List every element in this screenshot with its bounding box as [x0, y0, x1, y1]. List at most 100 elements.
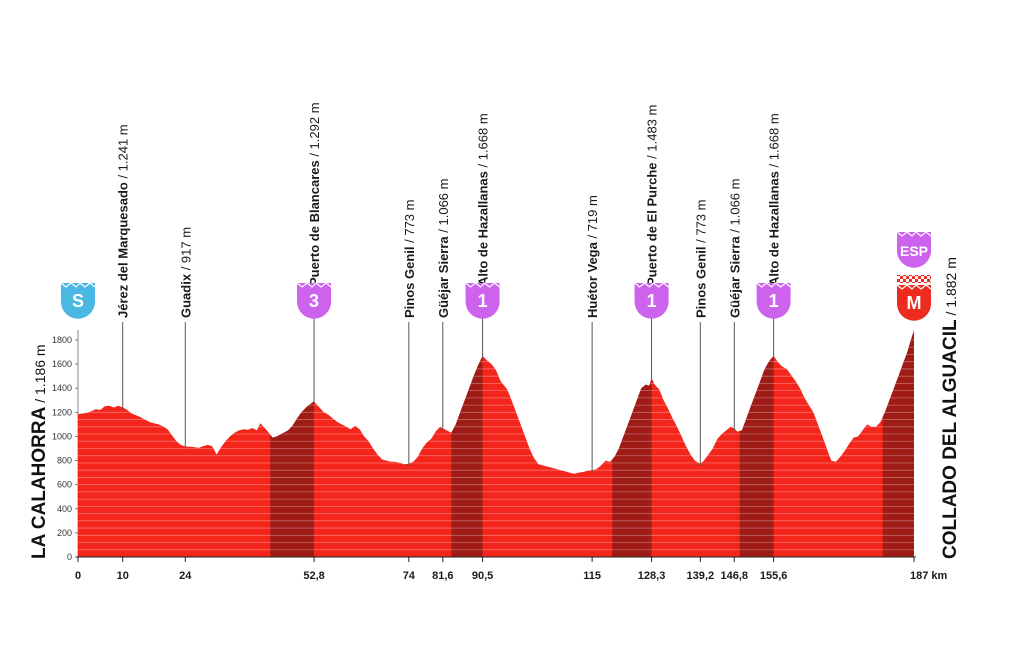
waypoint-altitude: / 773 m — [402, 200, 417, 247]
climb-badge: 3 — [296, 282, 332, 319]
climb-segment — [451, 330, 483, 557]
badge-shape — [465, 283, 500, 319]
start-badge: S — [60, 282, 96, 319]
x-tick-label: 139,2 — [687, 570, 715, 582]
waypoint-label: Alto de Hazallanas / 1.668 m — [476, 113, 491, 286]
waypoint-name: Alto de Hazallanas — [476, 171, 491, 286]
climb-segment — [739, 330, 774, 557]
esp-badge: ESP — [896, 231, 932, 268]
y-tick-label: 1800 — [52, 335, 72, 345]
start-finish: LA CALAHORRA / 1.186 m COLLADO DEL ALGUAC… — [29, 257, 961, 559]
badge-label: 1 — [647, 291, 657, 311]
waypoint-label: Pinos Genil / 773 m — [693, 200, 708, 318]
badge-notch — [296, 282, 332, 288]
x-tick-label: 115 — [583, 570, 601, 582]
badge-label: 1 — [478, 291, 488, 311]
waypoint-altitude: / 1.668 m — [767, 113, 782, 171]
badge-shape — [297, 283, 332, 319]
waypoint-label: Jérez del Marquesado / 1.241 m — [116, 124, 131, 318]
y-axis: 0 200 400 600 800 1000 1200 1400 1600 1800 — [52, 330, 79, 562]
waypoint-label: Güéjar Sierra / 1.066 m — [727, 179, 742, 318]
badge-notch — [465, 282, 500, 288]
waypoint-altitude: / 1.483 m — [645, 105, 660, 163]
x-tick-label: 187 km — [910, 570, 948, 582]
waypoint-name: Jérez del Marquesado — [116, 182, 131, 318]
badge-shape — [61, 283, 95, 319]
x-tick-label: 146,8 — [721, 570, 749, 582]
y-tick-label: 0 — [67, 552, 72, 562]
x-tick-label: 155,6 — [760, 570, 788, 582]
waypoint-label: Huétor Vega / 719 m — [585, 195, 600, 318]
finish-name: COLLADO DEL ALGUACIL / 1.882 m — [940, 257, 961, 559]
y-tick-label: 1000 — [52, 431, 72, 441]
waypoint-name: Puerto de El Purche — [645, 162, 660, 286]
checkered-band — [897, 275, 931, 283]
badge-shape — [897, 232, 931, 268]
waypoint-name: Guadix — [178, 273, 193, 318]
x-tick-label: 81,6 — [432, 570, 453, 582]
x-tick-label: 10 — [117, 570, 129, 582]
waypoint-label: Alto de Hazallanas / 1.668 m — [767, 113, 782, 286]
badge-label: 1 — [769, 291, 779, 311]
x-tick-label: 0 — [75, 570, 81, 582]
start-name: LA CALAHORRA / 1.186 m — [29, 344, 50, 559]
waypoint-altitude: / 719 m — [585, 195, 600, 242]
x-axis: 0 10 24 52,8 74 81,6 90,5 115 128,3 139,2 146,8 155… — [75, 557, 948, 582]
y-tick-label: 600 — [57, 480, 72, 490]
climb-badge: 1 — [756, 282, 791, 319]
waypoint-name: Güéjar Sierra — [436, 236, 451, 318]
badge-label: ESP — [900, 243, 928, 259]
waypoint-name: Puerto de Blancares — [307, 160, 322, 286]
badge-shape — [756, 283, 791, 319]
x-tick-label: 74 — [403, 570, 416, 582]
waypoint-labels: Jérez del Marquesado / 1.241 m Guadix / 9… — [116, 102, 782, 318]
climb-badge: 1 — [465, 282, 500, 319]
climb-badge: 1 — [634, 282, 669, 319]
climb-segment — [270, 330, 315, 557]
y-tick-label: 800 — [57, 456, 72, 466]
waypoint-label: Güéjar Sierra / 1.066 m — [436, 179, 451, 318]
y-tick-label: 1400 — [52, 383, 72, 393]
start-altitude: / 1.186 m — [32, 344, 48, 406]
profile-fill — [78, 330, 914, 557]
waypoint-altitude: / 1.668 m — [476, 113, 491, 171]
x-tick-label: 52,8 — [303, 570, 324, 582]
start-town: LA CALAHORRA — [29, 406, 50, 559]
waypoint-label: Puerto de El Purche / 1.483 m — [645, 105, 660, 286]
finish-badge: M — [896, 284, 932, 321]
waypoint-altitude: / 917 m — [178, 227, 193, 274]
waypoint-label: Pinos Genil / 773 m — [402, 200, 417, 318]
waypoint-name: Pinos Genil — [693, 246, 708, 318]
y-tick-label: 200 — [57, 528, 72, 538]
badge-label: 3 — [309, 291, 319, 311]
waypoint-altitude: / 1.066 m — [727, 179, 742, 237]
waypoint-name: Alto de Hazallanas — [767, 171, 782, 286]
badge-shape — [897, 285, 931, 321]
climb-segment — [612, 330, 652, 557]
waypoint-name: Güéjar Sierra — [727, 236, 742, 318]
badge-notch — [896, 231, 932, 237]
badge-notch — [896, 284, 932, 290]
waypoint-name: Pinos Genil — [402, 246, 417, 318]
badge-shape — [634, 283, 669, 319]
profile-area — [76, 330, 916, 558]
waypoint-lines — [122, 316, 775, 473]
badge-label: M — [907, 293, 922, 313]
badge-notch — [756, 282, 791, 288]
y-tick-label: 400 — [57, 504, 72, 514]
waypoint-altitude: / 1.292 m — [307, 102, 322, 160]
x-tick-label: 90,5 — [472, 570, 493, 582]
climb-badges: 3 1 1 1 S ESP M — [60, 231, 932, 321]
x-tick-label: 128,3 — [638, 570, 666, 582]
climb-segment — [882, 330, 914, 557]
badge-notch — [634, 282, 669, 288]
finish-town: COLLADO DEL ALGUACIL — [940, 319, 961, 559]
badge-label: S — [72, 291, 84, 311]
finish-altitude: / 1.882 m — [943, 257, 959, 319]
waypoint-name: Huétor Vega — [585, 241, 600, 318]
y-tick-label: 1600 — [52, 359, 72, 369]
waypoint-altitude: / 1.066 m — [436, 179, 451, 237]
badge-notch — [60, 282, 96, 288]
waypoint-label: Guadix / 917 m — [178, 227, 193, 318]
